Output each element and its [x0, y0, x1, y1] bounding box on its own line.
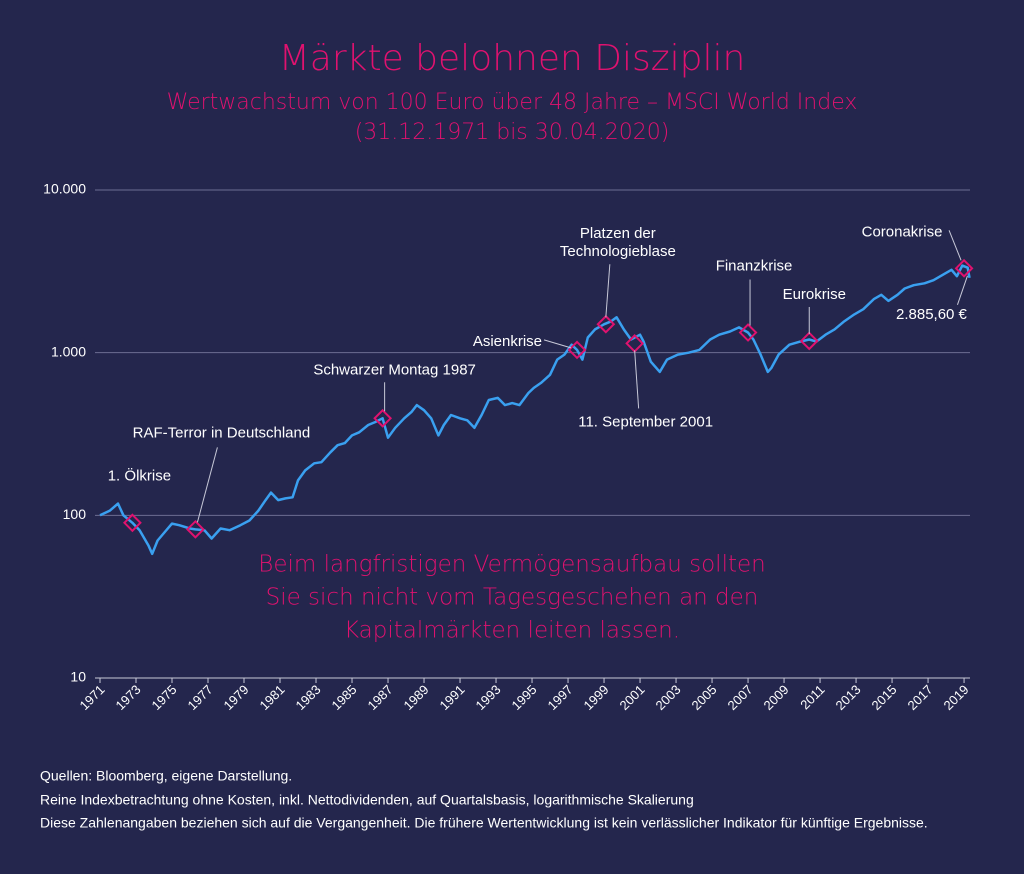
chart-title: Märkte belohnen Disziplin: [279, 38, 746, 79]
leader-line: [956, 275, 968, 305]
annotation-label: Asienkrise: [473, 333, 542, 350]
annotation-label: RAF-Terror in Deutschland: [133, 424, 311, 441]
y-tick-label: 100: [63, 506, 87, 522]
annotation-label: Finanzkrise: [716, 257, 793, 274]
annotation-marker: [373, 408, 393, 428]
annotation-marker: [185, 519, 205, 539]
annotation-label: 2.885,60 €: [896, 306, 968, 323]
annotation-label: 11. September 2001: [578, 413, 713, 430]
annotation-label: Eurokrise: [783, 286, 846, 303]
leader-line: [605, 264, 611, 318]
callout: Beim langfristigen Vermögensaufbau sollt…: [258, 552, 765, 578]
annotation-label: 1. Ölkrise: [108, 467, 171, 485]
footer: Diese Zahlenangaben beziehen sich auf di…: [40, 815, 928, 831]
y-tick-label: 10: [70, 669, 86, 685]
leader-line: [196, 447, 218, 523]
leader-line: [634, 350, 640, 409]
annotation-marker: [738, 323, 758, 342]
y-tick-label: 10.000: [43, 181, 86, 197]
annotation-label: Platzen der: [580, 225, 656, 242]
subtitle: Wertwachstum von 100 Euro über 48 Jahre …: [167, 90, 858, 115]
annotation-label: Coronakrise: [862, 223, 943, 240]
footer: Quellen: Bloomberg, eigene Darstellung.: [40, 768, 292, 784]
leader-line: [948, 230, 962, 261]
annotation-label: Schwarzer Montag 1987: [313, 361, 476, 378]
annotation-marker: [122, 513, 142, 533]
callout: Sie sich nicht vom Tagesgeschehen an den: [266, 585, 759, 611]
annotation-marker: [954, 258, 974, 278]
callout: Kapitalmärkten leiten lassen.: [344, 618, 680, 644]
subtitle: (31.12.1971 bis 30.04.2020): [355, 120, 670, 145]
annotation-label: Technologieblase: [560, 243, 676, 260]
y-tick-label: 1.000: [51, 343, 86, 359]
leader-line: [543, 339, 572, 349]
annotation-marker: [799, 331, 819, 351]
footer: Reine Indexbetrachtung ohne Kosten, inkl…: [40, 792, 694, 808]
annotation-marker: [567, 340, 587, 360]
annotation-marker: [596, 314, 616, 334]
